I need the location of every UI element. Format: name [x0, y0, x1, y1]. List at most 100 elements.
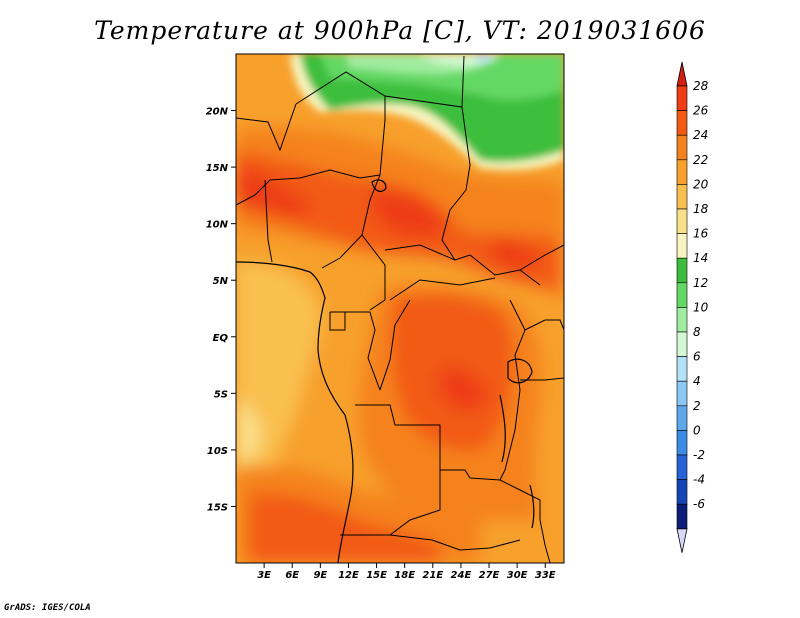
lon-tick-label: 30E	[507, 570, 528, 581]
lake-victoria	[507, 358, 533, 384]
border-mozambique	[539, 519, 551, 563]
lat-tick-label: 10N	[206, 220, 229, 231]
colorbar-label: 18	[693, 202, 709, 216]
colorbar-swatch	[676, 233, 688, 259]
border-chad-libya	[461, 106, 471, 191]
grads-credit: GrADS: IGES/COLA	[4, 603, 91, 613]
border-zambia-malawi	[469, 477, 541, 520]
colorbar-swatch	[676, 307, 688, 333]
border-cameroon-car	[361, 234, 386, 311]
border-drc-angola	[355, 404, 471, 479]
border-zambia-zimbabwe	[431, 539, 521, 551]
colorbar-swatch	[676, 503, 688, 530]
colorbar-label: 26	[693, 104, 709, 118]
lake-malawi	[529, 484, 535, 529]
colorbar-swatch	[676, 159, 688, 185]
border-niger-nigeria	[269, 169, 381, 181]
colorbar-label: 16	[693, 227, 709, 241]
colorbar-label: 4	[693, 374, 701, 388]
lat-tick-label: EQ	[213, 333, 229, 344]
colorbar-label: 10	[693, 300, 709, 314]
colorbar-label: -6	[693, 497, 705, 511]
border-chad-west	[379, 96, 386, 176]
temp-zone-west-coast	[236, 260, 321, 470]
colorbar-bottom-arrow	[676, 528, 688, 553]
colorbar-swatch	[676, 85, 688, 111]
coastlines	[236, 179, 535, 563]
lon-tick-label: 12E	[338, 570, 359, 581]
border-gabon-eq	[329, 312, 346, 331]
colorbar-swatch	[676, 282, 688, 308]
map-frame	[235, 53, 565, 564]
lat-tick-label: 10S	[207, 446, 228, 457]
colorbar-swatch	[676, 479, 688, 505]
temp-zone-sahel-28a	[236, 165, 311, 216]
lon-tick-label: 9E	[313, 570, 327, 581]
colorbar-swatch	[676, 454, 688, 480]
temp-zone-sahel-28b	[370, 189, 446, 237]
lon-tick-label: 27E	[479, 570, 500, 581]
colorbar-swatch	[676, 257, 688, 284]
border-uganda-kenya	[524, 319, 564, 331]
temperature-field	[236, 54, 564, 563]
border-car-drc	[389, 277, 496, 301]
border-benin-togo	[264, 179, 273, 263]
lat-tick-label: 15S	[207, 502, 228, 513]
map-title: Temperature at 900hPa [C], VT: 201903160…	[94, 16, 706, 45]
border-mali-niger	[236, 103, 297, 152]
border-chad-sudan	[441, 189, 467, 261]
border-angola-namibia	[340, 534, 433, 541]
lon-tick-label: 24E	[451, 570, 472, 581]
colorbar-label: -4	[693, 473, 705, 487]
colorbar-label: 22	[693, 153, 708, 167]
latitude-axis: 20N 15N 10N 5N EQ 5S 10S 15S	[206, 107, 236, 513]
colorbar-label: 6	[693, 350, 701, 364]
temp-zone-cool-coast	[236, 400, 261, 462]
lat-tick-label: 15N	[206, 163, 229, 174]
colorbar-swatch	[676, 134, 688, 161]
border-tanzania	[520, 377, 564, 381]
colorbar-swatch	[676, 110, 688, 136]
colorbar-swatch	[676, 208, 688, 234]
temp-zone-sahel-28c	[490, 239, 540, 269]
colorbar-label: 2	[693, 399, 701, 413]
coastline-west-africa	[236, 261, 354, 563]
temp-zone-southwest-26	[250, 494, 440, 563]
temp-zone-north-6	[474, 54, 494, 63]
colorbar-swatch	[676, 356, 688, 382]
lon-tick-label: 6E	[285, 570, 299, 581]
colorbar-label: 0	[693, 423, 701, 437]
lon-tick-label: 21E	[422, 570, 443, 581]
colorbar-label: 20	[693, 177, 709, 191]
lon-tick-label: 15E	[366, 570, 387, 581]
colorbar-swatch	[676, 184, 688, 210]
lake-tanganyika	[499, 394, 506, 463]
lat-tick-label: 5N	[213, 276, 229, 287]
colorbar-swatch	[676, 380, 688, 407]
border-angola-zambia	[389, 470, 441, 536]
longitude-axis: 3E 6E 9E 12E 15E 18E 21E 24E 27E 30E 33E	[257, 563, 556, 581]
colorbar-label: -2	[693, 448, 705, 462]
colorbar-label: 12	[693, 276, 708, 290]
colorbar-label: 8	[693, 325, 701, 339]
border-ssudan-ethiopia	[519, 244, 564, 271]
colorbar-swatch	[676, 331, 688, 357]
border-car-sudan	[469, 254, 541, 286]
border-car-chad	[384, 244, 471, 261]
colorbar-label: 28	[693, 79, 709, 93]
temp-zone-congo-28	[438, 368, 488, 411]
colorbar-label: 14	[693, 251, 708, 265]
lon-tick-label: 33E	[535, 570, 556, 581]
colorbar-top-arrow	[676, 61, 688, 87]
border-gabon-congo	[330, 311, 381, 391]
colorbar-swatch	[676, 405, 688, 431]
lake-chad	[371, 179, 387, 192]
lat-tick-label: 20N	[206, 107, 229, 118]
border-congo-drc	[379, 299, 411, 391]
country-boundaries	[236, 55, 564, 563]
lon-tick-label: 18E	[394, 570, 415, 581]
border-burkina	[236, 179, 271, 206]
colorbar-swatch	[676, 430, 688, 456]
